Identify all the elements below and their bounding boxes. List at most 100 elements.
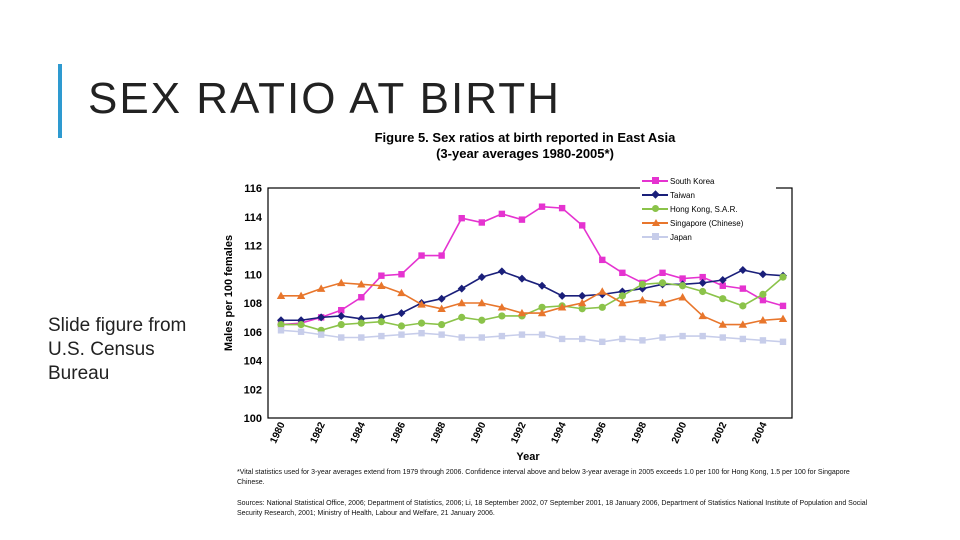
data-point-south-korea — [458, 214, 465, 222]
x-tick-label: 1994 — [549, 420, 569, 445]
data-point-singapore-chinese — [296, 291, 306, 300]
data-point-japan — [619, 335, 626, 343]
data-point-south-korea — [759, 296, 767, 304]
legend-label: South Korea — [670, 176, 715, 186]
legend-swatch — [642, 174, 668, 188]
data-point-hong-kong-s-a-r — [498, 312, 506, 320]
chart-legend: South Korea Taiwan Hong Kong, S.A.R. Singap… — [640, 174, 776, 246]
legend-item-japan: Japan — [640, 230, 776, 244]
data-point-japan — [378, 332, 385, 340]
data-point-hong-kong-s-a-r — [679, 282, 687, 290]
legend-swatch — [642, 230, 668, 244]
data-point-japan — [518, 331, 526, 338]
y-tick-label: 116 — [244, 183, 262, 195]
y-tick-label: 100 — [244, 413, 262, 425]
data-point-singapore-chinese — [658, 298, 667, 307]
data-point-south-korea — [418, 252, 425, 259]
data-point-singapore-chinese — [698, 311, 707, 320]
data-point-japan — [719, 334, 726, 341]
figure-title: Figure 5. Sex ratios at birth reported i… — [215, 130, 835, 162]
data-point-taiwan — [457, 284, 466, 293]
data-point-taiwan — [698, 278, 707, 287]
data-point-japan — [317, 331, 325, 338]
data-point-singapore-chinese — [276, 291, 286, 300]
data-point-japan — [358, 334, 365, 341]
data-point-south-korea — [338, 306, 345, 314]
data-point-hong-kong-s-a-r — [638, 280, 647, 288]
data-point-singapore-chinese — [598, 287, 607, 295]
data-point-hong-kong-s-a-r — [337, 320, 345, 329]
data-point-hong-kong-s-a-r — [538, 303, 546, 311]
data-point-taiwan — [317, 313, 326, 322]
legend-item-hong-kong-s-a-r: Hong Kong, S.A.R. — [640, 202, 776, 216]
x-tick-label: 1998 — [630, 420, 650, 445]
x-tick-label: 1982 — [309, 420, 329, 445]
x-axis-label: Year — [516, 451, 540, 463]
data-point-taiwan — [758, 270, 767, 279]
data-point-south-korea — [699, 273, 706, 281]
data-point-hong-kong-s-a-r — [719, 295, 727, 303]
data-point-taiwan — [718, 276, 727, 284]
legend-item-south-korea: South Korea — [640, 174, 776, 188]
data-point-singapore-chinese — [778, 314, 788, 323]
series-line-singapore-chinese — [281, 282, 784, 326]
data-point-singapore-chinese — [316, 284, 326, 292]
data-point-hong-kong-s-a-r — [297, 320, 305, 329]
data-point-south-korea — [478, 219, 485, 226]
data-point-japan — [398, 331, 405, 338]
data-point-taiwan — [437, 294, 446, 303]
data-point-taiwan — [558, 291, 567, 300]
data-point-south-korea — [779, 302, 787, 310]
data-point-singapore-chinese — [397, 288, 406, 297]
y-tick-label: 108 — [244, 298, 262, 310]
data-point-japan — [438, 331, 445, 338]
data-point-singapore-chinese — [618, 298, 627, 307]
data-point-hong-kong-s-a-r — [357, 319, 365, 327]
data-point-singapore-chinese — [638, 295, 647, 304]
data-point-hong-kong-s-a-r — [578, 305, 586, 313]
data-point-taiwan — [337, 311, 346, 320]
data-point-south-korea — [498, 210, 506, 218]
legend-label: Singapore (Chinese) — [670, 218, 744, 228]
data-point-singapore-chinese — [437, 304, 446, 312]
data-point-japan — [579, 335, 586, 343]
figure-title-line2: (3-year averages 1980-2005*) — [436, 146, 614, 161]
x-tick-label: 1992 — [509, 420, 529, 445]
x-tick-label: 1990 — [469, 420, 489, 445]
data-point-hong-kong-s-a-r — [478, 316, 486, 324]
data-point-south-korea — [398, 271, 405, 278]
legend-label: Hong Kong, S.A.R. — [670, 204, 738, 214]
data-point-hong-kong-s-a-r — [739, 302, 747, 310]
data-point-south-korea — [719, 282, 726, 289]
x-tick-label: 2002 — [710, 420, 730, 445]
data-point-hong-kong-s-a-r — [598, 303, 606, 311]
data-point-japan — [458, 334, 465, 341]
data-point-south-korea — [739, 285, 747, 292]
x-tick-label: 1980 — [268, 420, 288, 445]
data-point-hong-kong-s-a-r — [458, 313, 466, 321]
y-tick-label: 112 — [244, 241, 262, 253]
data-point-japan — [679, 332, 686, 340]
data-point-taiwan — [477, 273, 486, 282]
data-point-singapore-chinese — [357, 280, 366, 288]
figure-title-line1: Figure 5. Sex ratios at birth reported i… — [374, 130, 676, 145]
x-tick-label: 1988 — [429, 420, 449, 445]
data-point-hong-kong-s-a-r — [699, 287, 707, 296]
legend-swatch — [642, 202, 668, 216]
data-point-singapore-chinese — [537, 308, 547, 317]
slide-title: SEX RATIO AT BIRTH — [88, 74, 561, 123]
y-axis-label: Males per 100 females — [223, 235, 235, 351]
y-tick-label: 114 — [244, 212, 263, 224]
data-point-japan — [699, 332, 706, 340]
data-point-south-korea — [518, 216, 526, 223]
data-point-south-korea — [538, 203, 546, 210]
legend-item-taiwan: Taiwan — [640, 188, 776, 202]
data-point-south-korea — [579, 222, 586, 229]
data-point-taiwan — [538, 281, 547, 290]
data-point-singapore-chinese — [497, 303, 507, 311]
data-point-hong-kong-s-a-r — [417, 319, 426, 327]
legend-swatch — [642, 188, 668, 202]
data-point-hong-kong-s-a-r — [759, 290, 767, 298]
data-point-singapore-chinese — [377, 281, 386, 289]
data-point-japan — [478, 334, 485, 341]
